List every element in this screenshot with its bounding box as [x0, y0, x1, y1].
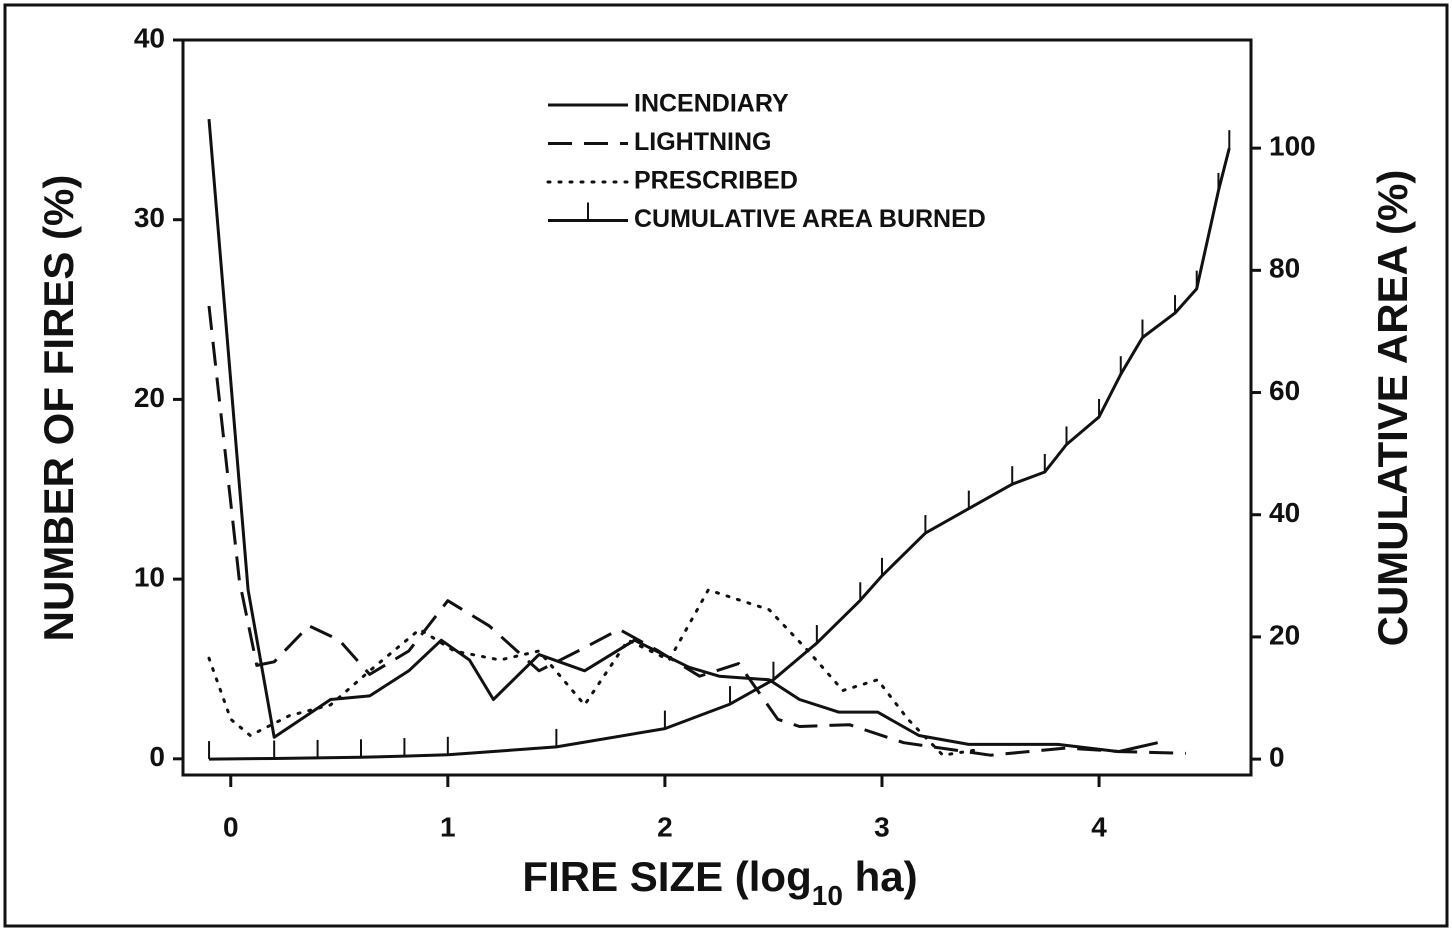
- y2-tick-label: 40: [1269, 497, 1300, 528]
- y2-axis-label: CUMULATIVE AREA (%): [1369, 170, 1416, 647]
- x-tick-label: 1: [440, 811, 456, 842]
- series-line: [207, 118, 1159, 754]
- x-tick-label: 3: [874, 811, 890, 842]
- y-tick-label: 10: [134, 562, 165, 593]
- plot-frame: [181, 38, 1253, 777]
- y2-tick-label: 100: [1269, 131, 1316, 162]
- x-tick-label: 2: [657, 811, 673, 842]
- y2-tick-label: 80: [1269, 253, 1300, 284]
- series-line: [208, 147, 1231, 761]
- legend-label: CUMULATIVE AREA BURNED: [634, 205, 986, 233]
- y2-tick-label: 0: [1269, 742, 1285, 773]
- legend-label: INCENDIARY: [634, 90, 789, 118]
- x-axis-label-main: FIRE SIZE (log: [522, 853, 811, 900]
- y-tick-label: 20: [134, 382, 165, 413]
- series-line: [207, 588, 979, 757]
- y2-tick-label: 20: [1269, 619, 1300, 650]
- y-tick-label: 0: [149, 741, 165, 772]
- y2-tick-label: 60: [1269, 375, 1300, 406]
- legend-label: LIGHTNING: [634, 128, 772, 156]
- figure-border: [3, 3, 1449, 928]
- x-axis-label-tail: ha): [843, 853, 918, 900]
- y-tick-label: 30: [134, 202, 165, 233]
- y-axis-label: NUMBER OF FIRES (%): [35, 175, 82, 642]
- legend-label: PRESCRIBED: [634, 167, 798, 195]
- y-tick-label: 40: [134, 22, 165, 53]
- series-line: [207, 305, 1186, 757]
- x-tick-label: 4: [1091, 811, 1107, 842]
- x-tick-label: 0: [223, 811, 239, 842]
- x-axis-label-subscript: 10: [812, 880, 843, 911]
- x-axis-label: FIRE SIZE (log10 ha): [522, 853, 917, 911]
